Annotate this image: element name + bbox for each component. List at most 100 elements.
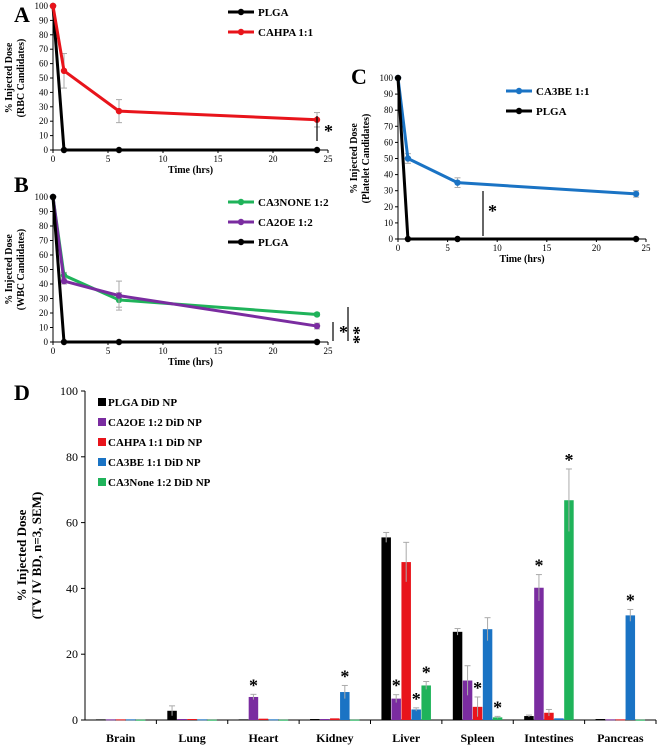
panel-C-data-point [632,235,640,243]
panel-B-y-tick-label: 0 [44,337,49,347]
panel-C-x-tick-label: 15 [542,243,552,253]
panel-D-bar [605,719,616,721]
panel-D-bar [534,587,544,720]
panel-C-legend-label: CA3BE 1:1 [536,86,589,98]
panel-B-x-tick-label: 5 [106,346,111,356]
panel-D-y-axis-label: % Injected Dose [14,509,29,601]
panel-C-legend-marker [515,87,523,95]
panel-A-x-tick-label: 10 [159,154,169,164]
panel-A-data-point [313,146,321,154]
panel-D-significance-label: * [473,678,482,698]
panel-D-significance-label: * [340,666,349,686]
panel-B-data-point [60,277,68,285]
panel-D-bar [452,631,463,720]
panel-B-y-tick-label: 50 [39,265,49,275]
panel-B-x-tick-label: 10 [159,346,169,356]
panel-C-y-tick-label: 50 [384,154,394,164]
panel-B-series-line [51,196,318,316]
panel-D-category-label: Brain [106,731,136,745]
panel-D-bar [320,719,330,721]
panel-D-legend-label: CA2OE 1:2 DiD NP [108,417,202,429]
panel-D-bar [177,719,187,721]
panel-C-y-tick-label: 100 [380,73,394,83]
panel-B-data-point [49,193,57,201]
panel-B-x-tick-label: 20 [269,346,279,356]
panel-C-y-tick-label: 30 [384,186,394,196]
panel-A-y-axis-label: % Injected Dose [4,42,15,113]
panel-A-data-point [49,2,57,10]
panel-A-y-tick-label: 70 [39,44,49,54]
panel-B-significance-label: * [339,322,348,342]
panel-D-bar [187,719,197,721]
panel-D-bar [197,719,207,721]
panel-D-category-label: Intestines [524,731,574,745]
panel-D-bar [95,719,106,721]
panel-D-y-axis-label: (TV IV BD, n=3, SEM) [29,492,44,620]
panel-B-data-point [313,311,321,318]
panel-D-category-label: Pancreas [597,731,644,745]
panel-B-series-line [51,196,318,328]
panel-D-significance-label: * [422,663,431,683]
panel-D-legend-label: CAHPA 1:1 DiD NP [108,437,202,449]
panel-C-y-tick-label: 40 [384,170,394,180]
panel-D-category-label: Heart [248,731,278,745]
panel-C-x-axis-label: Time (hrs) [499,254,544,265]
panel-B-legend-label: PLGA [258,237,289,249]
panel-C-data-point [454,235,461,243]
panel-C-data-point [394,74,402,82]
panel-D-significance-label: * [564,450,573,470]
panel-A-label: A [14,2,30,27]
panel-C-significance-label: * [488,201,497,221]
panel-B-y-tick-label: 100 [35,192,49,202]
panel-D-significance-label: * [412,689,421,709]
panel-A-legend-marker [237,8,245,16]
panel-B-legend-marker [237,198,245,206]
panel-A-legend-label: PLGA [258,7,289,19]
panel-D-significance-label: * [392,676,401,696]
panel-B-y-tick-label: 20 [39,308,49,318]
panel-A-y-axis-label: (RBC Candidates) [16,39,27,118]
panel-C-y-tick-label: 70 [384,121,394,131]
panel-B-y-tick-label: 40 [39,279,49,289]
panel-B-x-tick-label: 0 [51,346,56,356]
panel-C-legend-marker [515,107,523,115]
panel-B-significance-label: ** [344,326,364,344]
panel-D-bar [462,680,473,720]
panel-B-y-tick-label: 70 [39,236,49,246]
panel-D-category-label: Liver [392,731,421,745]
panel-A-legend-marker [237,28,245,36]
panel-A-data-point [60,146,68,154]
panel-D-bar [391,698,401,720]
panel-C-label: C [351,64,367,89]
panel-A-y-tick-label: 90 [39,15,49,25]
panel-C-data-point [404,235,412,243]
panel-C-y-tick-label: 90 [384,89,394,99]
panel-D-bar [278,719,289,721]
panel-C-x-tick-label: 5 [445,243,450,253]
panel-D-bar [564,500,574,720]
panel-C-y-tick-label: 20 [384,202,394,212]
panel-D-bar [595,719,606,721]
panel-D-category-label: Lung [178,731,205,745]
panel-B-data-point [313,338,321,346]
panel-D-bar [105,719,116,721]
panel-D-bar [625,615,636,720]
panel-C-y-tick-label: 0 [389,234,394,244]
panel-A-series-line [51,5,317,152]
panel-D-legend-swatch [98,398,106,406]
panel-D-bar [310,719,320,721]
panel-D-y-tick-label: 80 [66,450,78,464]
panel-D-bar [258,718,269,720]
panel-C-data-point [404,155,412,162]
panel-C-y-tick-label: 60 [384,137,394,147]
panel-B-data-point [313,322,321,330]
panel-D-legend-swatch [98,418,106,426]
panel-D-bar [615,719,626,721]
panel-B-series-line [51,196,317,344]
panel-B-y-tick-label: 80 [39,221,49,231]
panel-C-series-line [396,77,637,241]
panel-D-significance-label: * [534,556,543,576]
panel-C-data-point [632,190,640,198]
panel-D-bar [411,709,421,720]
panel-B-x-tick-label: 15 [214,346,224,356]
